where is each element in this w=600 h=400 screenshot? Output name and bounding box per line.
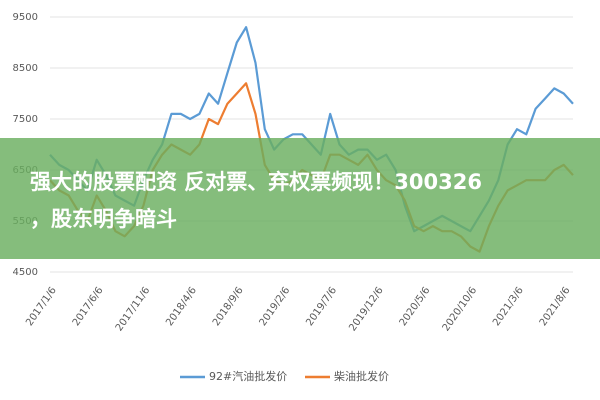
legend-label: 92#汽油批发价 [209,369,287,383]
y-tick-label: 4500 [13,267,38,278]
y-tick-label: 8500 [13,63,38,74]
banner-text: ，股东明争暗斗 [30,207,177,231]
banner-text: 强大的股票配资 反对票、弃权票频现！300326 [30,170,482,194]
y-tick-label: 9500 [13,12,38,23]
banner [0,138,600,259]
y-tick-label: 7500 [13,114,38,125]
legend-label: 柴油批发价 [334,369,389,383]
